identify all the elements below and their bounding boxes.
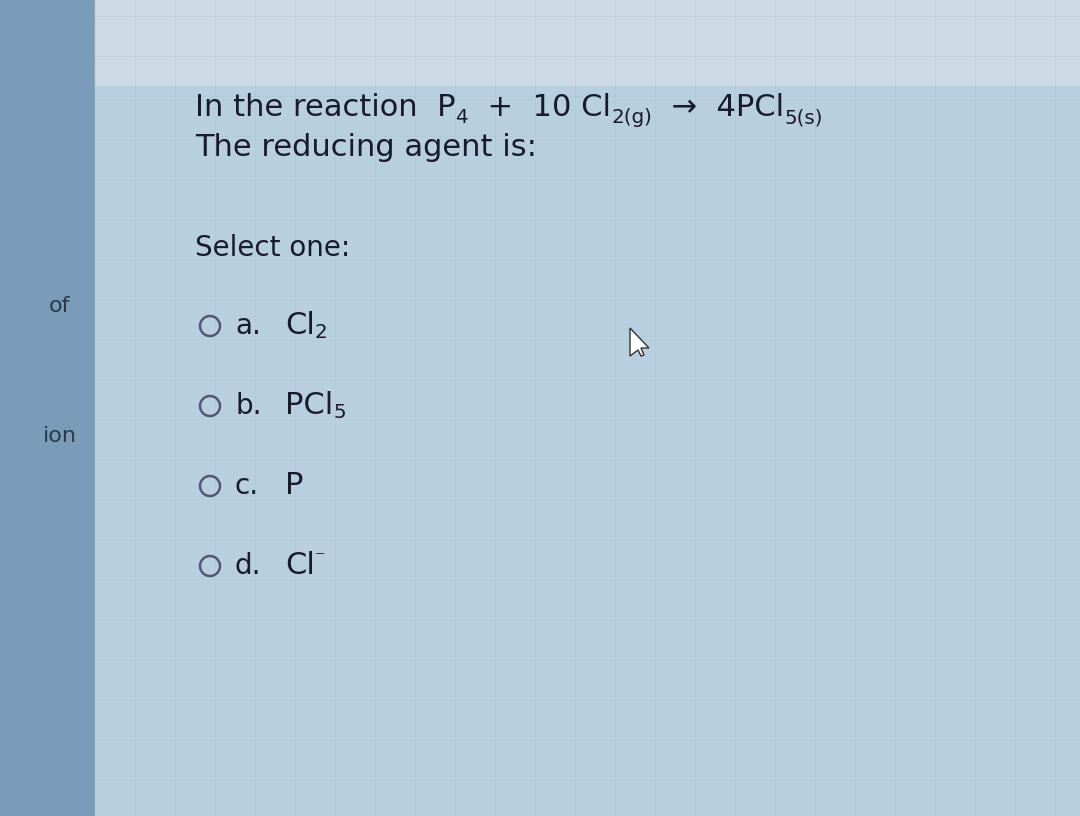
Text: 5(s): 5(s)	[784, 108, 823, 127]
Text: 2: 2	[315, 323, 327, 343]
Text: P: P	[285, 472, 303, 500]
Text: +  10 Cl: + 10 Cl	[468, 93, 611, 122]
Text: Cl: Cl	[285, 552, 315, 580]
Text: d.: d.	[235, 552, 261, 580]
Bar	[0, 0, 95, 816]
Bar	[95, 86, 1080, 816]
Text: Cl: Cl	[285, 312, 315, 340]
Text: c.: c.	[235, 472, 259, 500]
Text: 4: 4	[456, 108, 468, 127]
Text: In the reaction  P: In the reaction P	[195, 93, 456, 122]
Text: →  4PCl: → 4PCl	[652, 93, 784, 122]
Polygon shape	[630, 328, 649, 356]
Text: ion: ion	[43, 426, 77, 446]
Text: 2(g): 2(g)	[611, 108, 652, 127]
Text: PCl: PCl	[285, 392, 334, 420]
Text: 5: 5	[334, 403, 346, 423]
Text: a.: a.	[235, 312, 261, 340]
Text: Select one:: Select one:	[195, 234, 350, 262]
Bar	[95, 0, 1080, 86]
Text: ⁻: ⁻	[315, 549, 325, 569]
Text: b.: b.	[235, 392, 261, 420]
Text: of: of	[50, 296, 71, 316]
Text: The reducing agent is:: The reducing agent is:	[195, 133, 537, 162]
